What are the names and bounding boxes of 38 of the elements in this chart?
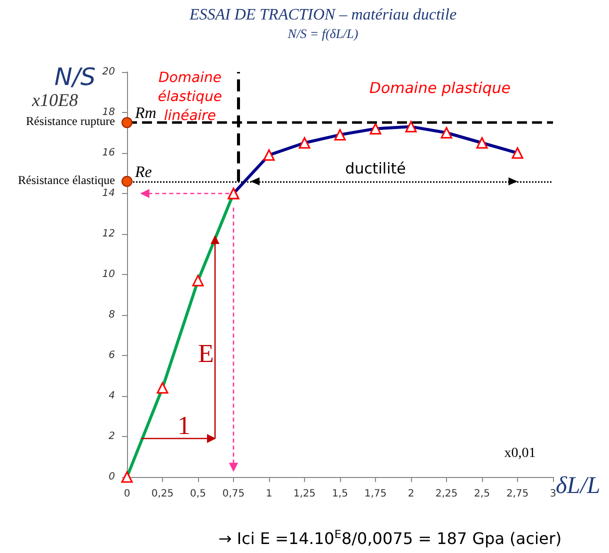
x-tick-label: 1,75 xyxy=(364,488,387,500)
y-tick-label: 16 xyxy=(102,148,115,158)
x-tick-label: 2 xyxy=(408,488,414,500)
text: Résistance élastique xyxy=(18,173,115,187)
y-tick-label: 0 xyxy=(108,472,115,482)
ref-line-label: Re xyxy=(134,164,152,181)
y-axis-title: N/S xyxy=(54,63,96,91)
y-tick-label: 12 xyxy=(102,228,115,240)
x-tick-label: 0 xyxy=(124,488,130,500)
y-tick-label: 10 xyxy=(102,269,115,280)
y-tick-label: 6 xyxy=(108,350,115,361)
x-tick-label: 3 xyxy=(550,488,556,500)
text: → Ici E =14.10$^{E}$8/0,0075 = 187 Gpa (acier) xyxy=(218,528,562,548)
annotation: ductilité xyxy=(345,159,406,178)
x-tick-label: 0,25 xyxy=(151,488,174,500)
x-tick-label: 1 xyxy=(266,488,272,500)
x-tick-label: 0,75 xyxy=(222,488,245,500)
x-tick-label: 1,5 xyxy=(332,488,348,500)
x-axis-title: δL/L xyxy=(556,473,600,499)
chart-subtitle: N/S = f(δL/L) xyxy=(286,26,358,41)
y-tick-label: 20 xyxy=(102,66,115,78)
text: x10E8 xyxy=(31,90,78,110)
x-tick-label: 1,25 xyxy=(293,488,316,500)
y-tick-label: 2 xyxy=(108,431,115,442)
annotation: Domaine élastique linéaire xyxy=(158,70,222,124)
y-tick-label: 4 xyxy=(108,390,115,402)
x-tick-label: 0,5 xyxy=(190,488,206,500)
annotation: x0,01 xyxy=(504,446,536,461)
x-tick-label: 2,75 xyxy=(506,488,529,500)
annotation: Domaine plastique xyxy=(369,79,511,97)
annotation: 1 xyxy=(178,411,190,440)
y-tick-label: 14 xyxy=(102,188,115,199)
x-tick-label: 2,5 xyxy=(474,488,490,500)
y-tick-label: 8 xyxy=(108,310,115,320)
chart-title: ESSAI DE TRACTION – matériau ductile xyxy=(188,6,457,24)
ref-line-label: Rm xyxy=(134,105,156,122)
annotation: E xyxy=(198,339,214,368)
x-tick-label: 2,25 xyxy=(435,488,458,500)
